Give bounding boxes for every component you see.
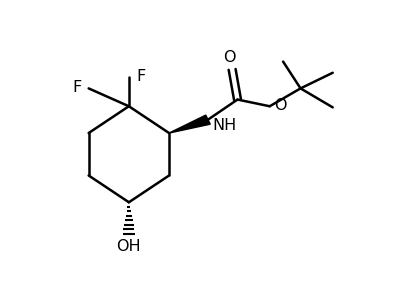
Text: OH: OH xyxy=(117,239,141,254)
Polygon shape xyxy=(169,115,210,133)
Text: F: F xyxy=(72,80,81,95)
Text: O: O xyxy=(222,50,235,65)
Text: O: O xyxy=(275,98,287,113)
Text: NH: NH xyxy=(212,118,236,133)
Text: F: F xyxy=(137,69,146,84)
